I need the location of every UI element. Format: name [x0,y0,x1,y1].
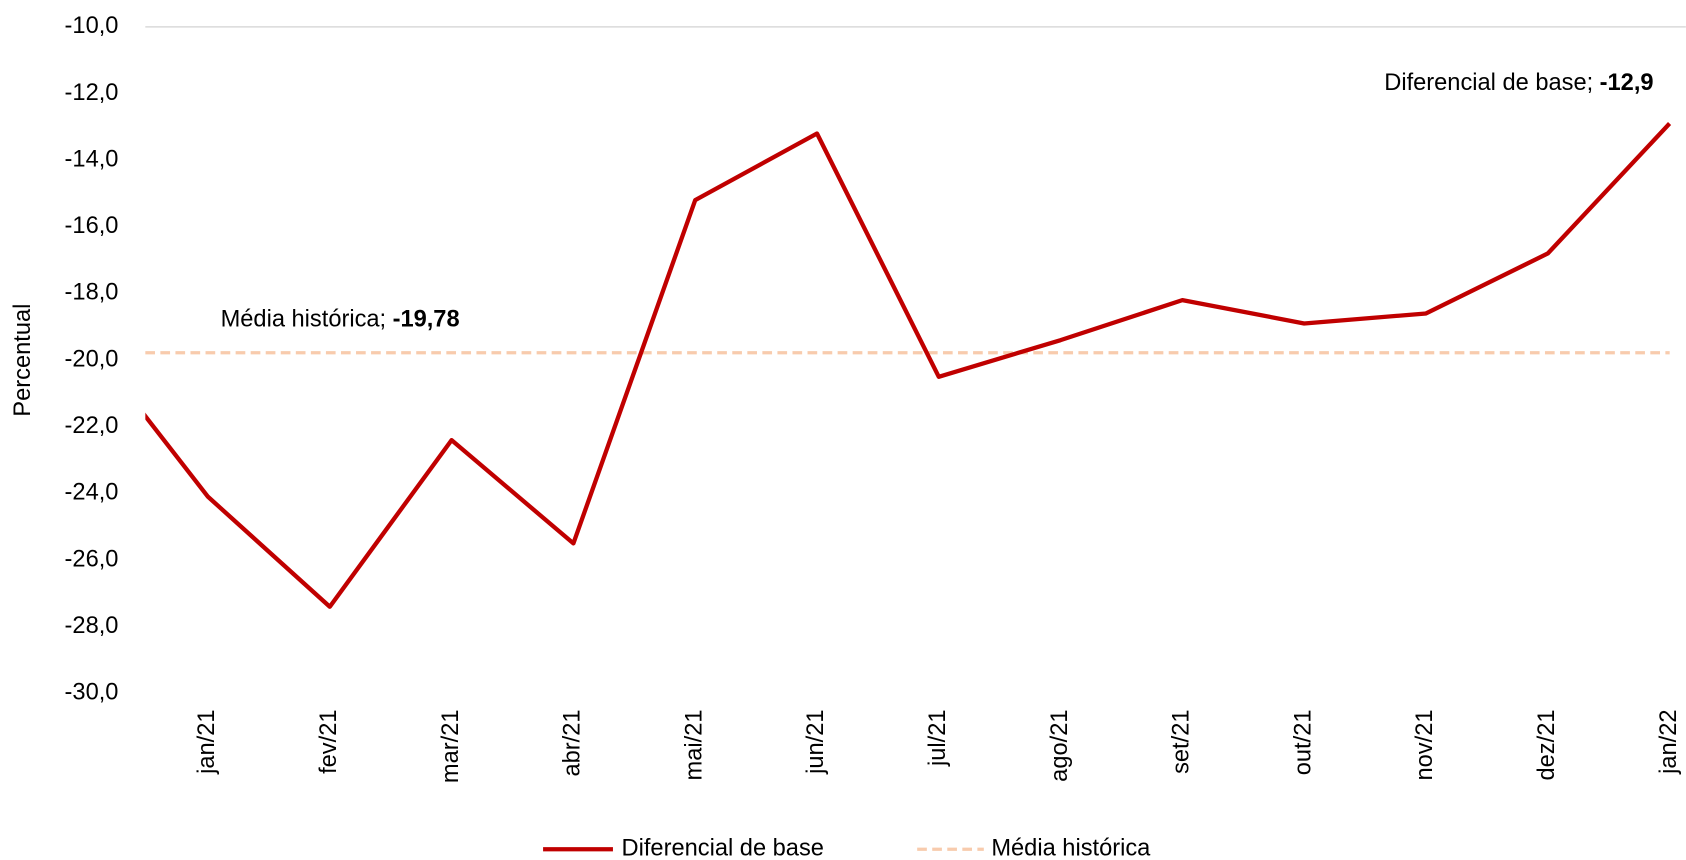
x-tick-label: nov/21 [1412,710,1438,781]
y-tick-label: -30,0 [65,680,119,706]
x-tick-label: mai/21 [681,710,707,781]
y-tick-label: -22,0 [65,413,119,439]
annotation-value: -12,9 [1600,70,1654,96]
x-tick-label: out/21 [1290,710,1316,776]
annotation-label: Diferencial de base; [1384,70,1593,96]
y-tick-label: -24,0 [65,480,119,506]
annotation: Média histórica; -19,78 [221,307,460,333]
x-tick-label: jan/21 [194,710,220,775]
x-tick-label: jun/21 [803,710,829,775]
annotation-value: -19,78 [393,307,460,333]
x-tick-label: mar/21 [438,710,464,784]
y-tick-label: -10,0 [65,13,119,39]
annotation-label: Média histórica; [221,307,387,333]
y-tick-label: -28,0 [65,613,119,639]
data-line [145,122,1672,609]
y-tick-label: -26,0 [65,546,119,572]
x-tick-label: fev/21 [316,710,342,774]
x-tick-label: dez/21 [1534,710,1560,781]
x-tick-label: ago/21 [1047,710,1073,782]
y-axis-title: Percentual [10,304,36,417]
y-tick-label: -18,0 [65,280,119,306]
x-tick-label: jul/21 [925,710,951,768]
y-tick-label: -20,0 [65,346,119,372]
legend-label: Diferencial de base [622,836,824,860]
y-tick-label: -14,0 [65,146,119,172]
x-tick-label: jan/22 [1656,710,1682,775]
y-tick-label: -16,0 [65,213,119,239]
x-tick-label: abr/21 [560,710,586,777]
annotation: Diferencial de base; -12,9 [1384,70,1653,96]
plot-area [145,122,1672,609]
y-tick-label: -12,0 [65,80,119,106]
x-tick-label: set/21 [1169,710,1195,774]
legend-label: Média histórica [991,836,1151,860]
